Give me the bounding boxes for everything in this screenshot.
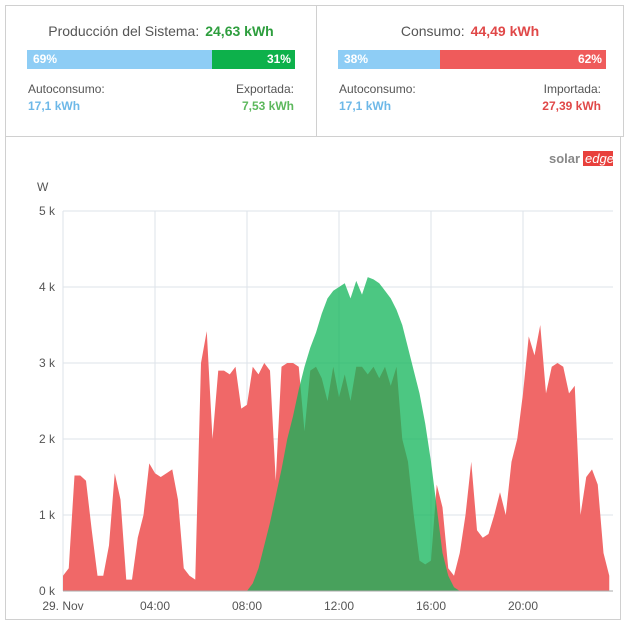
left-value: 17,1 kWh	[339, 99, 392, 113]
x-tick-label: 20:00	[508, 599, 538, 613]
panel-total: 24,63 kWh	[205, 23, 274, 39]
panel-title: Consumo: 44,49 kWh	[317, 23, 623, 39]
x-tick-label: 16:00	[416, 599, 446, 613]
x-tick-label: 12:00	[324, 599, 354, 613]
y-tick-label: 2 k	[39, 432, 56, 446]
y-tick-label: 1 k	[39, 508, 56, 522]
share-bar: 38% 62%	[338, 50, 606, 69]
y-axis-label: W	[37, 180, 49, 194]
right-label: Exportada:	[235, 82, 294, 96]
share-segment: 31%	[211, 50, 295, 69]
y-tick-label: 3 k	[39, 356, 56, 370]
title-text: Consumo:	[400, 23, 465, 39]
summary-panel: Consumo: 44,49 kWh 38% 62% Autoconsumo: 17,1 …	[316, 5, 624, 137]
right-value: 7,53 kWh	[241, 99, 294, 113]
share-segment: 38%	[338, 50, 440, 69]
title-text: Producción del Sistema:	[48, 23, 200, 39]
x-tick-label: 04:00	[140, 599, 170, 613]
logo-box	[583, 151, 613, 166]
y-tick-label: 0 k	[39, 584, 56, 598]
share-bar: 69% 31%	[27, 50, 295, 69]
left-value: 17,1 kWh	[28, 99, 81, 113]
area	[63, 277, 610, 591]
share-segment: 62%	[439, 50, 606, 69]
left-label: Autoconsumo:	[28, 82, 105, 96]
summary-panel: Producción del Sistema: 24,63 kWh 69% 31% Au…	[5, 5, 317, 137]
share-segment: 69%	[27, 50, 212, 69]
logo-solar: solar	[549, 151, 580, 166]
x-tick-label: 08:00	[232, 599, 262, 613]
x-tick-label: 29. Nov	[42, 599, 83, 613]
y-tick-label: 4 k	[39, 280, 56, 294]
logo-edge: edge	[585, 151, 614, 166]
right-value: 27,39 kWh	[542, 99, 601, 113]
y-tick-label: 5 k	[39, 204, 56, 218]
panel-total: 44,49 kWh	[470, 23, 540, 39]
left-label: Autoconsumo:	[339, 82, 416, 96]
right-label: Importada:	[543, 82, 601, 96]
panel-title: Producción del Sistema: 24,63 kWh	[6, 23, 316, 39]
